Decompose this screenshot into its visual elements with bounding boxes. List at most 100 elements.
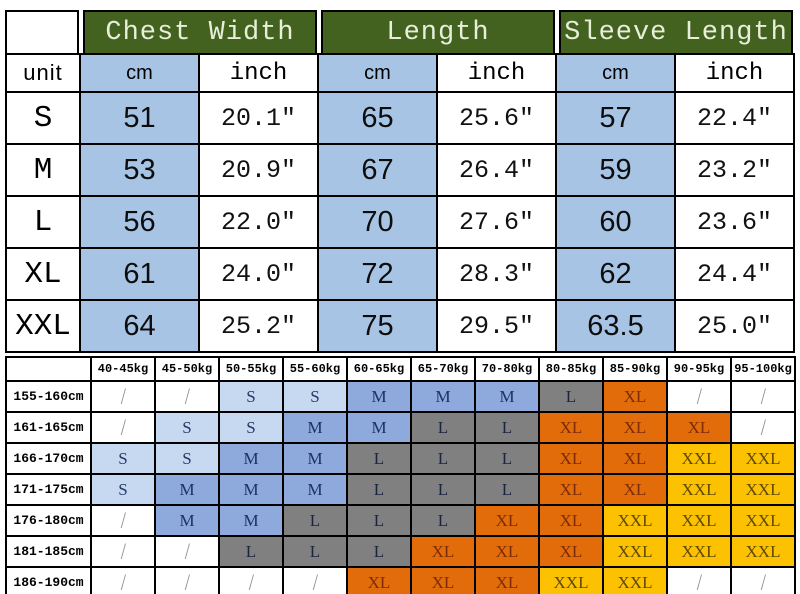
matrix-cell-size: XXL xyxy=(666,535,732,568)
matrix-cell-size: XXL xyxy=(666,473,732,506)
matrix-cell-value: M xyxy=(179,510,195,530)
measurement-table: unit cm inch cm inch cm inch S 51 20.1" 65 25.6" 57 2… xyxy=(5,53,795,353)
matrix-cell-value: XXL xyxy=(553,572,589,592)
corner-cell xyxy=(5,10,79,55)
matrix-cell-size: L xyxy=(538,380,604,413)
matrix-cell-size: M xyxy=(218,442,284,475)
matrix-cell-empty: / xyxy=(154,535,220,568)
matrix-row-161-165cm: 161-165cm / S S M M L L XL XL XL / xyxy=(5,411,796,444)
cm-value: 56 xyxy=(79,195,200,249)
weight-header: 70-80kg xyxy=(474,356,540,382)
inch-header: inch xyxy=(436,53,557,93)
matrix-cell-value: XL xyxy=(623,417,647,437)
height-label: 176-180cm xyxy=(5,504,92,537)
cm-value: 62 xyxy=(555,247,676,301)
matrix-cell-value: L xyxy=(373,510,385,530)
size-row-m: M 53 20.9" 67 26.4" 59 23.2" xyxy=(5,143,795,197)
group-header-length: Length xyxy=(321,10,555,55)
unit-header-row: unit cm inch cm inch cm inch xyxy=(5,53,795,93)
matrix-cell-value: XXL xyxy=(617,510,653,530)
cm-value: 59 xyxy=(555,143,676,197)
matrix-cell-size: L xyxy=(346,535,412,568)
matrix-cell-empty: / xyxy=(90,535,156,568)
size-row-s: S 51 20.1" 65 25.6" 57 22.4" xyxy=(5,91,795,145)
matrix-cell-size: XXL xyxy=(730,473,796,506)
matrix-cell-value: / xyxy=(184,538,190,564)
matrix-cell-value: L xyxy=(309,510,321,530)
matrix-cell-size: XXL xyxy=(666,442,732,475)
matrix-cell-empty: / xyxy=(730,411,796,444)
matrix-cell-value: S xyxy=(118,448,128,468)
inch-value: 22.0" xyxy=(198,195,319,249)
matrix-cell-value: M xyxy=(499,386,515,406)
matrix-cell-size: XXL xyxy=(538,566,604,594)
inch-value: 25.2" xyxy=(198,299,319,353)
matrix-cell-size: XL xyxy=(474,535,540,568)
matrix-cell-value: L xyxy=(501,448,513,468)
matrix-cell-size: L xyxy=(474,411,540,444)
weight-header-row: 40-45kg 45-50kg 50-55kg 55-60kg 60-65kg 65-70… xyxy=(5,356,796,382)
weight-header: 55-60kg xyxy=(282,356,348,382)
matrix-cell-value: XL xyxy=(431,541,455,561)
matrix-cell-value: M xyxy=(243,448,259,468)
matrix-cell-size: M xyxy=(154,473,220,506)
cm-value: 65 xyxy=(317,91,438,145)
inch-header: inch xyxy=(674,53,795,93)
cm-value: 60 xyxy=(555,195,676,249)
matrix-cell-size: L xyxy=(410,473,476,506)
inch-value: 26.4" xyxy=(436,143,557,197)
size-row-xl: XL 61 24.0" 72 28.3" 62 24.4" xyxy=(5,247,795,301)
matrix-cell-value: / xyxy=(760,569,766,594)
size-label: S xyxy=(5,91,81,145)
matrix-cell-value: S xyxy=(182,448,192,468)
matrix-cell-size: L xyxy=(410,504,476,537)
size-row-xxl: XXL 64 25.2" 75 29.5" 63.5 25.0" xyxy=(5,299,795,353)
inch-header: inch xyxy=(198,53,319,93)
matrix-cell-value: / xyxy=(248,569,254,594)
matrix-cell-size: L xyxy=(218,535,284,568)
matrix-cell-size: L xyxy=(346,473,412,506)
matrix-cell-size: M xyxy=(282,473,348,506)
matrix-cell-value: / xyxy=(120,507,126,533)
matrix-cell-empty: / xyxy=(154,380,220,413)
matrix-cell-value: XL xyxy=(623,448,647,468)
matrix-cell-value: / xyxy=(120,538,126,564)
matrix-cell-value: XXL xyxy=(681,448,717,468)
matrix-cell-value: S xyxy=(310,386,320,406)
matrix-cell-size: XL xyxy=(474,504,540,537)
matrix-cell-value: L xyxy=(437,510,449,530)
matrix-cell-empty: / xyxy=(90,504,156,537)
inch-value: 27.6" xyxy=(436,195,557,249)
weight-header: 50-55kg xyxy=(218,356,284,382)
matrix-cell-value: XXL xyxy=(745,479,781,499)
matrix-row-166-170cm: 166-170cm S S M M L L L XL XL XXL XXL xyxy=(5,442,796,475)
weight-header: 85-90kg xyxy=(602,356,668,382)
weight-header: 90-95kg xyxy=(666,356,732,382)
size-label: XXL xyxy=(5,299,81,353)
matrix-cell-value: XL xyxy=(559,417,583,437)
matrix-cell-value: XL xyxy=(559,479,583,499)
height-label: 166-170cm xyxy=(5,442,92,475)
matrix-cell-size: L xyxy=(410,411,476,444)
matrix-cell-value: M xyxy=(179,479,195,499)
size-label: M xyxy=(5,143,81,197)
matrix-cell-size: XXL xyxy=(730,442,796,475)
matrix-cell-value: XXL xyxy=(681,510,717,530)
inch-value: 20.9" xyxy=(198,143,319,197)
matrix-cell-value: XL xyxy=(559,448,583,468)
matrix-cell-empty: / xyxy=(90,566,156,594)
inch-value: 22.4" xyxy=(674,91,795,145)
inch-value: 24.0" xyxy=(198,247,319,301)
matrix-row-186-190cm: 186-190cm / / / / XL XL XL XXL XXL / / xyxy=(5,566,796,594)
cm-header: cm xyxy=(317,53,438,93)
matrix-cell-size: XL xyxy=(410,566,476,594)
matrix-cell-size: M xyxy=(410,380,476,413)
inch-value: 23.6" xyxy=(674,195,795,249)
matrix-cell-value: L xyxy=(245,541,257,561)
weight-header: 60-65kg xyxy=(346,356,412,382)
matrix-cell-value: XL xyxy=(559,510,583,530)
cm-header: cm xyxy=(555,53,676,93)
matrix-cell-value: L xyxy=(373,541,385,561)
matrix-cell-size: XXL xyxy=(730,535,796,568)
matrix-cell-value: XL xyxy=(495,510,519,530)
